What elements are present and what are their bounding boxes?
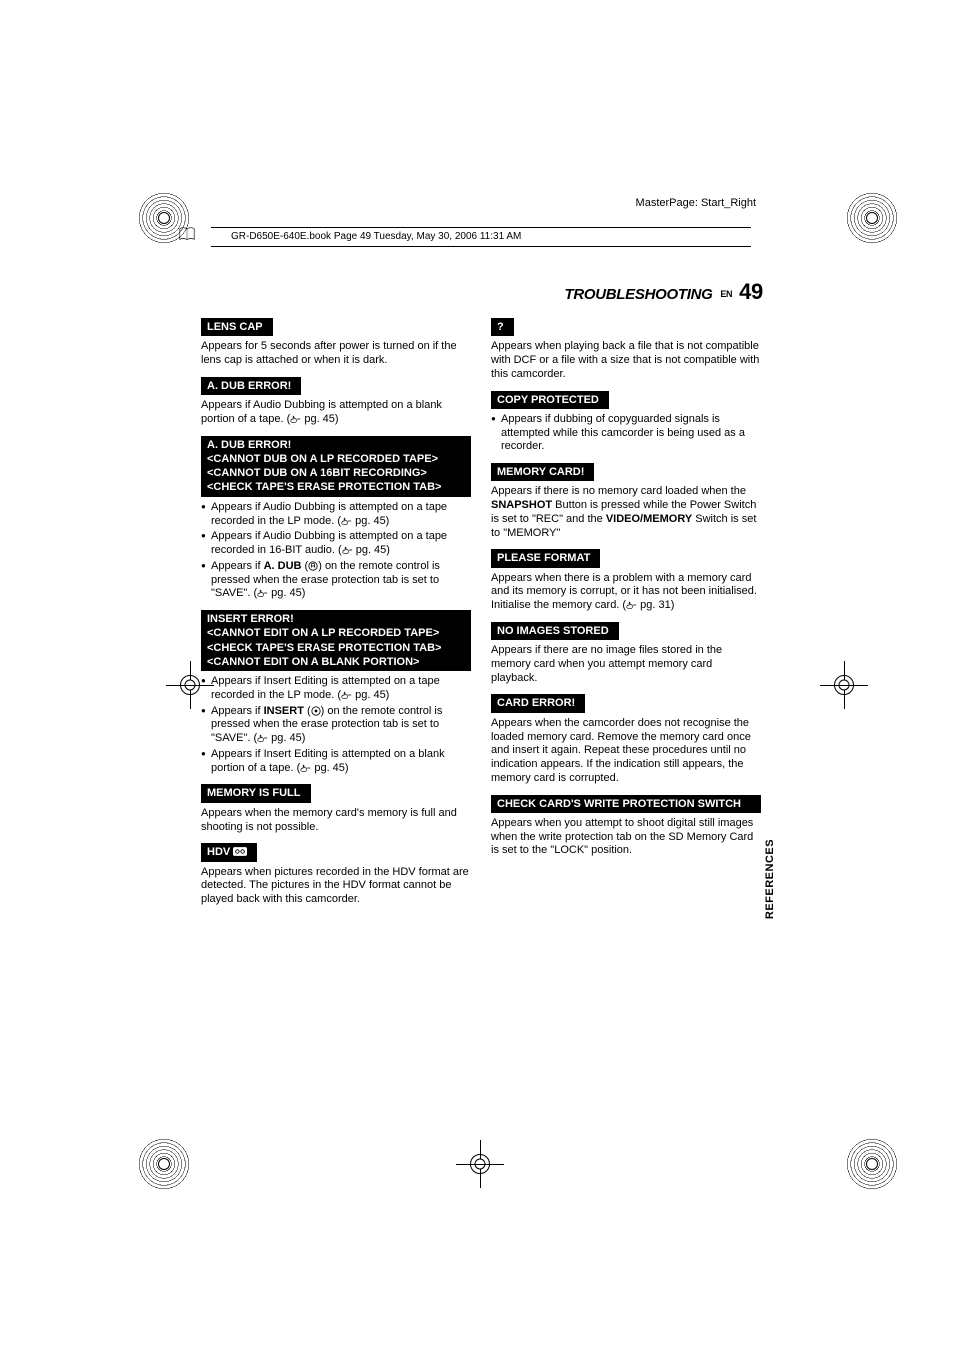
body-paragraph: Appears when pictures recorded in the HD…	[201, 866, 471, 907]
reg-mark-corner-bl	[138, 1138, 190, 1190]
pointing-hand-icon	[342, 546, 353, 554]
two-column-layout: LENS CAP Appears for 5 seconds after powe…	[201, 311, 763, 909]
pointing-hand-icon	[290, 415, 301, 423]
body-paragraph: Appears when there is a problem with a m…	[491, 572, 761, 613]
section-header: CARD ERROR!	[491, 694, 585, 712]
reg-mark-cross-bottom	[460, 1144, 500, 1184]
section-header: COPY PROTECTED	[491, 391, 609, 409]
left-column: LENS CAP Appears for 5 seconds after powe…	[201, 311, 471, 909]
body-paragraph: Appears if there are no image files stor…	[491, 644, 761, 685]
bullet-item: Appears if Audio Dubbing is attempted on…	[201, 530, 471, 558]
page-number: 49	[739, 279, 763, 304]
pointing-hand-icon	[626, 601, 637, 609]
right-column: ? Appears when playing back a file that i…	[491, 311, 761, 909]
section-header: A. DUB ERROR!<CANNOT DUB ON A LP RECORDE…	[201, 436, 471, 497]
running-head: TROUBLESHOOTING EN 49	[201, 279, 763, 305]
body-paragraph: Appears when the memory card's memory is…	[201, 807, 471, 835]
body-paragraph: Appears for 5 seconds after power is tur…	[201, 340, 471, 368]
reg-mark-cross-right	[824, 665, 864, 705]
bullet-item: Appears if INSERT () on the remote contr…	[201, 705, 471, 746]
lang-code: EN	[720, 289, 732, 299]
section-header: INSERT ERROR!<CANNOT EDIT ON A LP RECORD…	[201, 610, 471, 671]
cassette-icon	[233, 847, 247, 856]
body-paragraph: Appears when the camcorder does not reco…	[491, 717, 761, 786]
bullet-item: Appears if Insert Editing is attempted o…	[201, 748, 471, 776]
pointing-hand-icon	[341, 691, 352, 699]
bullet-item: Appears if A. DUB () on the remote contr…	[201, 560, 471, 601]
bullet-list: Appears if dubbing of copyguarded signal…	[491, 413, 761, 454]
pointing-hand-icon	[257, 734, 268, 742]
body-paragraph: Appears if there is no memory card loade…	[491, 485, 761, 540]
master-page-label: MasterPage: Start_Right	[636, 197, 756, 209]
bullet-list: Appears if Insert Editing is attempted o…	[201, 675, 471, 775]
bullet-list: Appears if Audio Dubbing is attempted on…	[201, 501, 471, 601]
bullet-item: Appears if dubbing of copyguarded signal…	[491, 413, 761, 454]
thumb-tab-references: REFERENCES	[764, 839, 776, 919]
section-header: CHECK CARD'S WRITE PROTECTION SWITCH	[491, 795, 761, 813]
page-content: MasterPage: Start_Right GR-D650E-640E.bo…	[201, 279, 763, 909]
reg-mark-corner-tr	[846, 192, 898, 244]
book-header-bar: GR-D650E-640E.book Page 49 Tuesday, May …	[211, 227, 751, 247]
section-title: TROUBLESHOOTING	[564, 286, 712, 303]
pointing-hand-icon	[300, 764, 311, 772]
section-header: ?	[491, 318, 514, 336]
bullet-item: Appears if Insert Editing is attempted o…	[201, 675, 471, 703]
body-paragraph: Appears when you attempt to shoot digita…	[491, 817, 761, 858]
section-header: HDV	[201, 843, 257, 861]
pointing-hand-icon	[341, 517, 352, 525]
section-header: NO IMAGES STORED	[491, 622, 619, 640]
bullet-item: Appears if Audio Dubbing is attempted on…	[201, 501, 471, 529]
body-paragraph: Appears when playing back a file that is…	[491, 340, 761, 381]
section-header: PLEASE FORMAT	[491, 549, 600, 567]
section-header: MEMORY CARD!	[491, 463, 594, 481]
section-header: MEMORY IS FULL	[201, 784, 311, 802]
pointing-hand-icon	[257, 589, 268, 597]
section-header: LENS CAP	[201, 318, 273, 336]
section-header: A. DUB ERROR!	[201, 377, 301, 395]
reg-mark-corner-br	[846, 1138, 898, 1190]
a-dub-icon	[308, 561, 318, 571]
body-paragraph: Appears if Audio Dubbing is attempted on…	[201, 399, 471, 427]
insert-icon	[311, 706, 321, 716]
book-icon	[178, 225, 196, 243]
